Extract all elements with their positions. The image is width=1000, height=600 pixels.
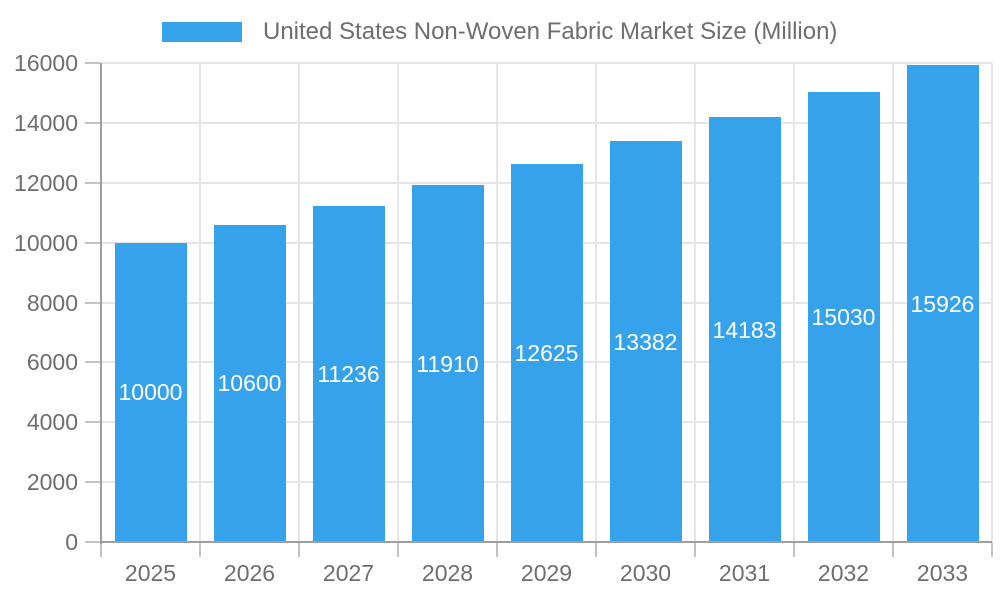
y-tick-label: 2000 bbox=[26, 469, 78, 496]
bar[interactable] bbox=[807, 92, 880, 542]
bar-value-label: 12625 bbox=[514, 340, 579, 367]
x-tick bbox=[100, 543, 102, 557]
bar[interactable] bbox=[411, 185, 484, 542]
x-tick bbox=[298, 543, 300, 557]
x-tick-label: 2025 bbox=[124, 560, 177, 586]
y-tick-label: 0 bbox=[65, 529, 78, 555]
bar-value-label: 10000 bbox=[118, 379, 183, 406]
legend-label: United States Non-Woven Fabric Market Si… bbox=[263, 18, 838, 45]
x-gridline bbox=[397, 63, 399, 544]
y-tick-label: 6000 bbox=[26, 349, 78, 376]
bar-value-label: 15030 bbox=[811, 304, 876, 331]
y-tick bbox=[85, 241, 100, 244]
x-gridline bbox=[199, 63, 201, 544]
x-tick-label: 2032 bbox=[817, 560, 870, 586]
x-gridline bbox=[892, 63, 894, 544]
bar-value-label: 11910 bbox=[416, 350, 479, 377]
x-gridline bbox=[595, 63, 597, 544]
y-tick bbox=[85, 541, 100, 543]
x-tick-label: 2029 bbox=[520, 560, 573, 586]
bar-value-label: 11236 bbox=[317, 360, 380, 387]
x-tick-label: 2026 bbox=[223, 560, 276, 586]
bar-value-label: 14183 bbox=[712, 316, 777, 343]
x-tick bbox=[595, 543, 597, 557]
y-tick-label: 16000 bbox=[14, 50, 78, 76]
y-tick bbox=[85, 361, 100, 364]
x-tick-label: 2031 bbox=[718, 560, 771, 586]
x-axis-line bbox=[101, 541, 992, 543]
x-tick-label: 2027 bbox=[322, 560, 375, 586]
bar[interactable] bbox=[213, 224, 286, 542]
bar[interactable] bbox=[906, 65, 979, 542]
y-tick-label: 8000 bbox=[26, 289, 78, 316]
x-tick-label: 2028 bbox=[421, 560, 474, 586]
x-gridline bbox=[496, 63, 498, 544]
bar[interactable] bbox=[708, 117, 781, 542]
y-gridline bbox=[101, 121, 992, 124]
x-tick bbox=[199, 543, 201, 557]
y-tick-label: 14000 bbox=[14, 109, 78, 136]
y-gridline bbox=[101, 62, 992, 64]
bar-value-label: 13382 bbox=[613, 328, 678, 355]
y-tick bbox=[85, 121, 100, 124]
bar[interactable] bbox=[114, 242, 187, 542]
y-tick bbox=[85, 421, 100, 424]
bar[interactable] bbox=[510, 164, 583, 542]
x-tick bbox=[397, 543, 399, 557]
x-gridline bbox=[991, 63, 993, 544]
y-axis-line bbox=[100, 63, 102, 544]
x-tick bbox=[694, 543, 696, 557]
x-tick-label: 2033 bbox=[916, 560, 969, 586]
x-tick bbox=[892, 543, 894, 557]
bar[interactable] bbox=[609, 141, 682, 542]
legend-swatch bbox=[162, 22, 242, 42]
x-gridline bbox=[793, 63, 795, 544]
y-tick-label: 4000 bbox=[26, 409, 78, 436]
y-tick-label: 10000 bbox=[14, 229, 78, 256]
x-tick bbox=[991, 543, 993, 557]
x-gridline bbox=[298, 63, 300, 544]
y-tick-label: 12000 bbox=[14, 169, 78, 196]
y-tick bbox=[85, 62, 100, 64]
x-tick bbox=[793, 543, 795, 557]
bar-value-label: 10600 bbox=[217, 370, 282, 397]
y-tick bbox=[85, 181, 100, 184]
x-tick-label: 2030 bbox=[619, 560, 672, 586]
bar[interactable] bbox=[312, 205, 385, 542]
bar-value-label: 15926 bbox=[910, 290, 975, 317]
y-tick bbox=[85, 301, 100, 304]
x-gridline bbox=[694, 63, 696, 544]
y-tick bbox=[85, 481, 100, 484]
x-tick bbox=[496, 543, 498, 557]
